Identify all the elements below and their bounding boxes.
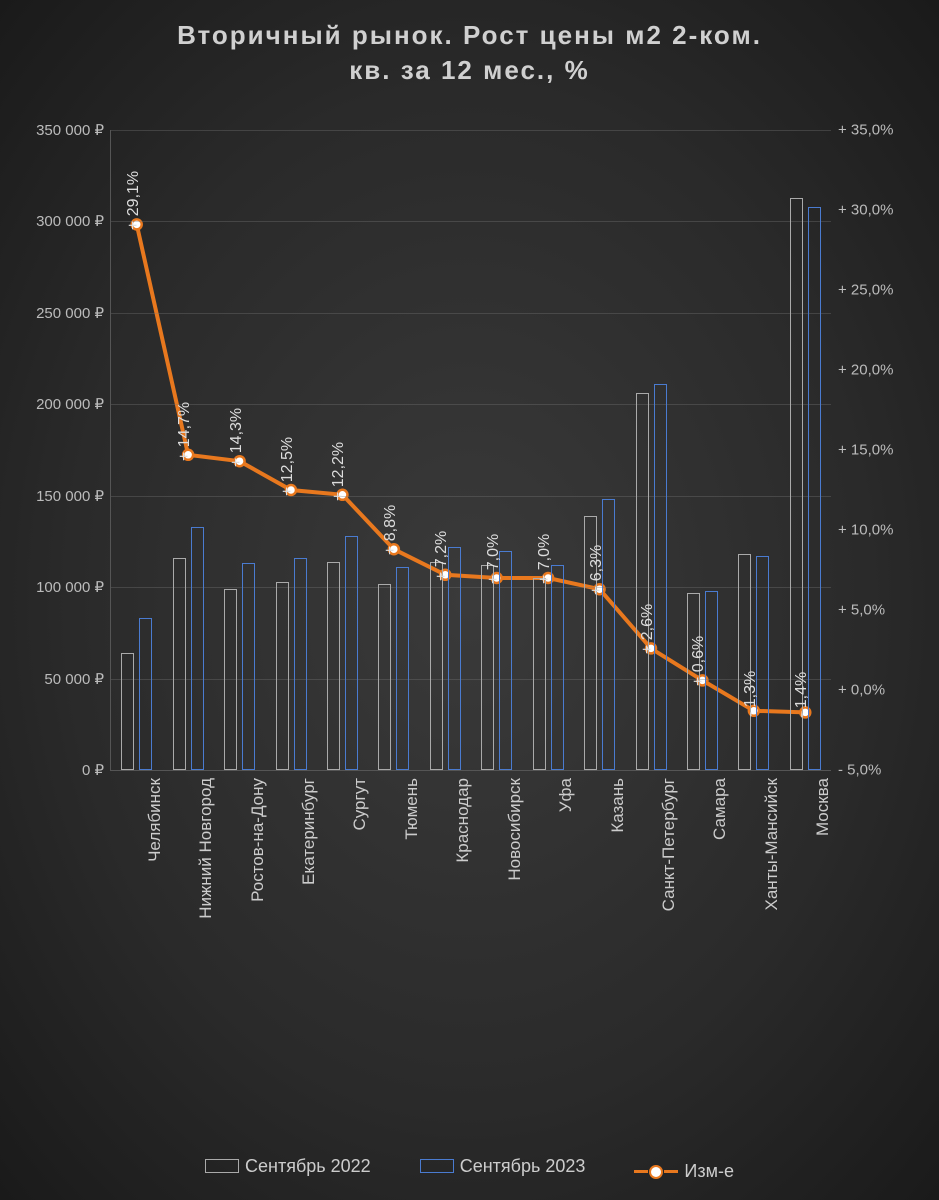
bar-series2: [756, 556, 769, 770]
bar-series1: [430, 562, 443, 770]
bar-series2: [551, 565, 564, 770]
x-tick-label: Тюмень: [402, 770, 422, 840]
legend-item-series2: Сентябрь 2023: [420, 1156, 586, 1177]
y2-tick-label: + 25,0%: [838, 282, 893, 299]
legend-label-2: Сентябрь 2023: [460, 1156, 586, 1177]
y1-tick-label: 300 000 ₽: [36, 212, 104, 230]
y1-tick-label: 50 000 ₽: [44, 670, 104, 688]
bar-series2: [191, 527, 204, 770]
y2-tick-label: + 0,0%: [838, 682, 885, 699]
x-tick-label: Москва: [813, 770, 833, 836]
x-tick-label: Ростов-на-Дону: [248, 770, 268, 902]
bar-series2: [345, 536, 358, 770]
data-label: + 8,8%: [382, 505, 400, 555]
chart-title-line1: Вторичный рынок. Рост цены м2 2-ком.: [0, 18, 939, 53]
y1-tick-label: 100 000 ₽: [36, 578, 104, 596]
bar-series1: [173, 558, 186, 770]
data-label: + 12,5%: [279, 437, 297, 496]
plot-region: ЧелябинскНижний НовгородРостов-на-ДонуЕк…: [110, 130, 831, 771]
gridline: [111, 130, 831, 131]
data-label: + 14,7%: [176, 402, 194, 461]
bar-series2: [242, 563, 255, 770]
legend-item-series3: Изм-е: [634, 1161, 734, 1182]
x-tick-label: Краснодар: [453, 770, 473, 863]
x-tick-label: Казань: [608, 770, 628, 833]
bar-series1: [378, 584, 391, 771]
y1-tick-label: 250 000 ₽: [36, 304, 104, 322]
y1-tick-label: 350 000 ₽: [36, 121, 104, 139]
bar-series1: [738, 554, 751, 770]
line-overlay: [111, 130, 831, 770]
y1-tick-label: 150 000 ₽: [36, 487, 104, 505]
data-label: + 6,3%: [588, 545, 606, 595]
bar-series1: [533, 578, 546, 770]
x-tick-label: Челябинск: [145, 770, 165, 862]
data-label: + 7,0%: [536, 534, 554, 584]
chart-title-line2: кв. за 12 мес., %: [0, 53, 939, 88]
x-tick-label: Новосибирск: [505, 770, 525, 881]
x-tick-label: Ханты-Мансийск: [762, 770, 782, 910]
legend-item-series1: Сентябрь 2022: [205, 1156, 371, 1177]
y2-tick-label: + 15,0%: [838, 442, 893, 459]
bar-series1: [276, 582, 289, 770]
data-label: + 14,3%: [228, 408, 246, 467]
y2-tick-label: + 5,0%: [838, 602, 885, 619]
y2-tick-label: + 30,0%: [838, 202, 893, 219]
data-label: + 7,0%: [485, 534, 503, 584]
y2-tick-label: + 35,0%: [838, 122, 893, 139]
x-tick-label: Сургут: [350, 770, 370, 831]
gridline: [111, 313, 831, 314]
bar-series2: [396, 567, 409, 770]
bar-series2: [294, 558, 307, 770]
bar-series2: [602, 499, 615, 770]
chart-area: Челябинск Нижний Новгород Ростов-на-Дону Ек…: [0, 110, 939, 980]
bar-series1: [636, 393, 649, 770]
data-label: + 29,1%: [125, 171, 143, 230]
x-tick-label: Нижний Новгород: [196, 770, 216, 919]
bar-series1: [224, 589, 237, 770]
legend-swatch-1: [205, 1159, 239, 1173]
bar-series1: [327, 562, 340, 770]
gridline: [111, 679, 831, 680]
bar-series2: [139, 618, 152, 770]
gridline: [111, 496, 831, 497]
data-label: + 7,2%: [433, 531, 451, 581]
gridline: [111, 404, 831, 405]
x-tick-label: Уфа: [556, 770, 576, 812]
data-label: + 0,6%: [690, 636, 708, 686]
y2-tick-label: - 5,0%: [838, 762, 881, 779]
gridline: [111, 587, 831, 588]
x-tick-label: Самара: [710, 770, 730, 840]
y2-tick-label: + 10,0%: [838, 522, 893, 539]
data-label: + 2,6%: [639, 604, 657, 654]
legend-label-3: Изм-е: [684, 1161, 734, 1182]
legend-swatch-2: [420, 1159, 454, 1173]
legend-line-icon: [634, 1165, 678, 1179]
y2-tick-label: + 20,0%: [838, 362, 893, 379]
data-label: + 12,2%: [330, 442, 348, 501]
x-tick-label: Санкт-Петербург: [659, 770, 679, 911]
legend: Сентябрь 2022 Сентябрь 2023 Изм-е: [0, 1156, 939, 1183]
y1-tick-label: 200 000 ₽: [36, 395, 104, 413]
bar-series1: [121, 653, 134, 770]
gridline: [111, 221, 831, 222]
bar-series1: [481, 565, 494, 770]
bar-series2: [654, 384, 667, 770]
data-label: - 1,4%: [793, 672, 811, 718]
y1-tick-label: 0 ₽: [82, 761, 104, 779]
legend-label-1: Сентябрь 2022: [245, 1156, 371, 1177]
data-label: - 1,3%: [742, 671, 760, 717]
x-tick-label: Екатеринбург: [299, 770, 319, 885]
